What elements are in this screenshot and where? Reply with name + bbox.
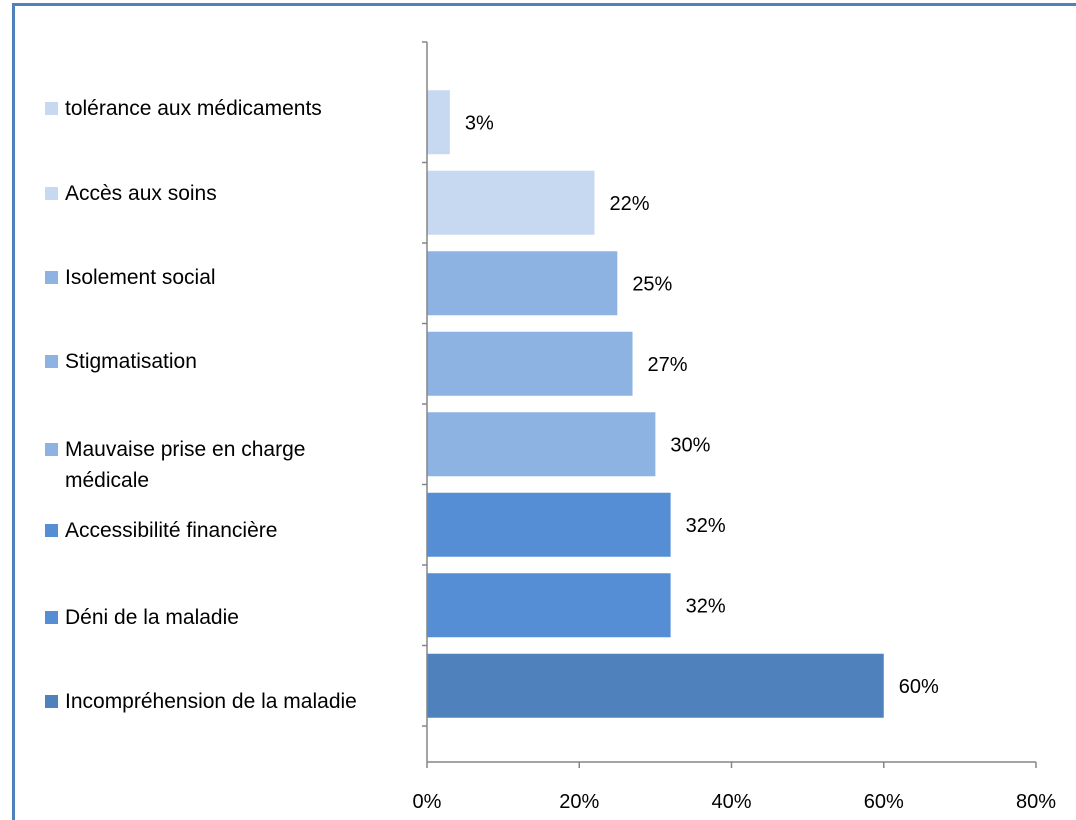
bar-4 (427, 412, 656, 477)
data-label-6: 32% (686, 595, 726, 617)
legend-label: Isolement social (65, 266, 216, 289)
legend-item-4: Mauvaise prise en charge médicale (45, 434, 365, 496)
legend: tolérance aux médicaments Accès aux soins… (45, 0, 375, 820)
legend-item-5: Accessibilité financière (45, 515, 365, 546)
data-label-7: 60% (899, 676, 939, 698)
legend-label: Déni de la maladie (65, 606, 239, 629)
legend-item-6: Déni de la maladie (45, 602, 365, 633)
legend-swatch (45, 443, 58, 456)
legend-item-2: Isolement social (45, 262, 365, 293)
legend-swatch (45, 187, 58, 200)
legend-label: Mauvaise prise en charge médicale (65, 438, 306, 492)
legend-item-0: tolérance aux médicaments (45, 93, 365, 124)
data-label-5: 32% (686, 515, 726, 537)
x-tick-label-2: 40% (711, 791, 751, 813)
data-label-1: 22% (609, 193, 649, 215)
x-tick-label-0: 0% (413, 791, 442, 813)
bar-5 (427, 492, 671, 557)
legend-label: Stigmatisation (65, 350, 197, 373)
bar-2 (427, 251, 618, 316)
bar-0 (427, 90, 450, 155)
bar-1 (427, 170, 595, 235)
bar-6 (427, 573, 671, 638)
legend-label: Accessibilité financière (65, 519, 278, 542)
legend-item-3: Stigmatisation (45, 346, 365, 377)
data-label-2: 25% (632, 273, 672, 295)
legend-swatch (45, 611, 58, 624)
legend-item-7: Incompréhension de la maladie (45, 686, 365, 717)
data-label-3: 27% (648, 354, 688, 376)
legend-swatch (45, 524, 58, 537)
legend-swatch (45, 102, 58, 115)
data-label-4: 30% (670, 434, 710, 456)
x-tick-label-4: 80% (1016, 791, 1056, 813)
x-tick-label-1: 20% (559, 791, 599, 813)
x-tick-label-3: 60% (864, 791, 904, 813)
legend-swatch (45, 355, 58, 368)
legend-item-1: Accès aux soins (45, 178, 365, 209)
bar-3 (427, 331, 633, 396)
bar-7 (427, 653, 884, 718)
legend-swatch (45, 695, 58, 708)
legend-swatch (45, 271, 58, 284)
legend-label: Incompréhension de la maladie (65, 690, 357, 713)
legend-label: Accès aux soins (65, 182, 217, 205)
legend-label: tolérance aux médicaments (65, 97, 322, 120)
frame-border-top (12, 3, 1076, 6)
data-label-0: 3% (465, 112, 494, 134)
frame-border-left (12, 3, 15, 820)
